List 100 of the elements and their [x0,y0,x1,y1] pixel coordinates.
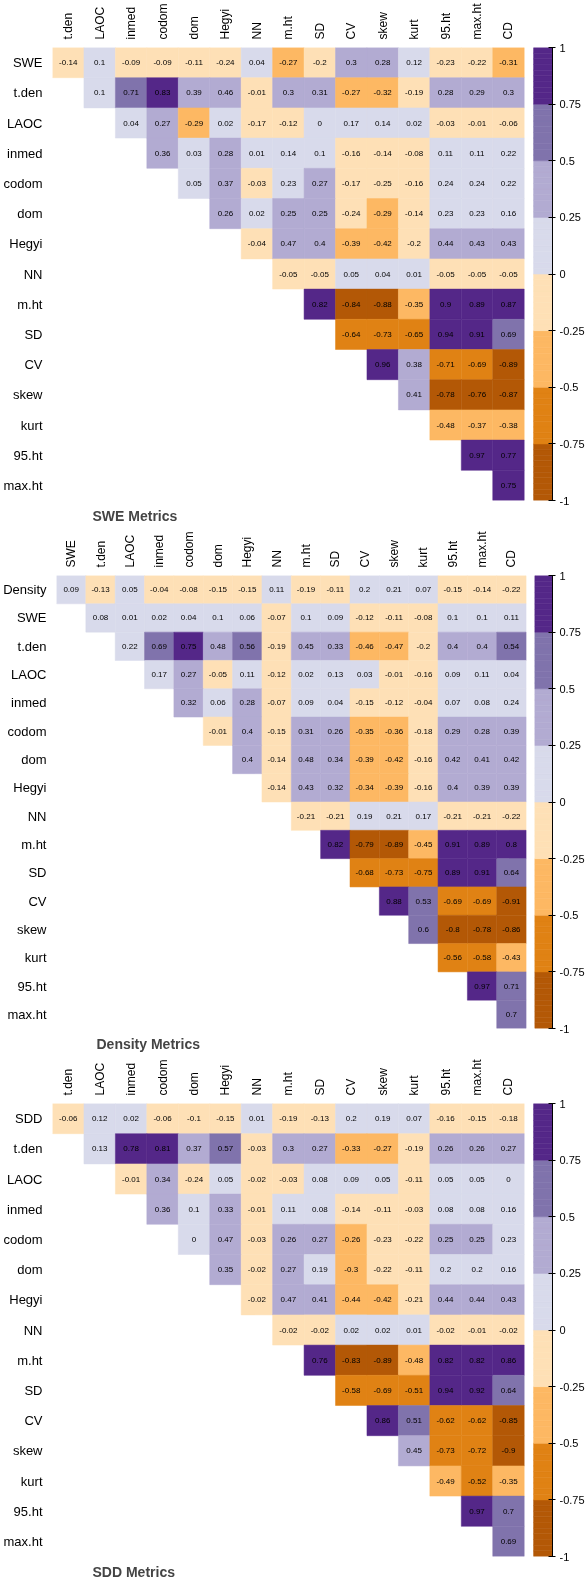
data-label: 0.33 [217,1204,234,1214]
data-label: 0.47 [217,1234,234,1244]
data-label: 0.02 [151,613,168,623]
data-label: 0.02 [217,118,234,128]
data-label: 0.02 [374,1325,392,1335]
data-label: -0.01 [247,1204,267,1214]
data-label: -0.83 [342,1355,361,1365]
data-label: -0.15 [267,726,287,736]
data-label: -0.35 [355,726,375,736]
data-label: 0.69 [500,1536,517,1546]
data-label: 0.03 [186,148,203,158]
data-label: -0.14 [59,58,78,68]
color-bar-label: -0.5 [559,1437,579,1450]
y-tick-label: inmed [7,1201,43,1217]
data-label: 0.28 [217,148,234,158]
data-label: 0.02 [343,1325,360,1335]
x-tick-label: dom [187,1072,202,1096]
y-tick-label: codom [7,723,47,739]
data-label: -0.12 [355,613,375,623]
data-label: -0.46 [355,641,375,651]
data-label: 0.7 [502,1506,515,1516]
x-tick-label: t.den [61,12,76,40]
x-tick-label: dom [187,16,202,40]
y-tick-label: 95.ht [13,1503,43,1519]
data-label: -0.42 [384,755,404,765]
x-tick-label: m.ht [281,15,296,40]
data-label: -0.89 [499,360,519,370]
x-tick-label: SD [312,1078,327,1096]
x-tick-label: Hegyi [240,536,255,568]
data-label: 0.4 [447,641,459,651]
data-label: 0.83 [154,88,171,98]
x-tick-label: skew [375,1067,390,1096]
y-tick-label: kurt [20,1473,43,1489]
data-label: -0.01 [384,670,404,680]
data-label: 0.4 [314,239,326,249]
data-label: 0.78 [123,1144,140,1154]
data-label: -0.78 [436,390,456,400]
data-label: 0.05 [217,1174,234,1184]
text: SWE Metrics [92,507,178,524]
data-label: 0.05 [374,1174,392,1184]
data-label: 0.17 [343,118,360,128]
data-label: -0.27 [342,88,361,98]
data-label: -0.01 [467,118,487,128]
data-label: 0.51 [406,1416,423,1426]
data-label: -0.68 [355,868,375,878]
color-bar-label: 0 [559,1324,566,1336]
x-tick-label: codom [155,3,170,40]
data-label: 0.71 [123,88,140,98]
data-label: -0.21 [443,811,463,821]
data-label: -0.69 [472,896,492,906]
y-tick-label: SD [24,326,43,342]
data-label: 0.04 [123,118,140,128]
data-label: -0.45 [414,839,434,849]
data-label: -0.12 [279,118,299,128]
data-label: 0.56 [239,641,256,651]
x-tick-label: CD [501,21,516,40]
data-label: -0.08 [414,613,434,623]
data-label: 0.25 [437,1234,454,1244]
data-label: 0.9 [440,299,452,309]
data-label: -0.16 [342,148,361,158]
data-label: 0 [191,1234,197,1244]
y-tick-label: 95.ht [13,447,43,463]
data-label: 0.26 [469,1144,486,1154]
y-tick-label: NN [23,266,43,282]
data-label: 0.53 [415,896,432,906]
data-label: -0.89 [384,839,404,849]
data-label: 0.01 [122,613,139,623]
data-label: -0.23 [436,58,456,68]
x-tick-label: 95.ht [438,12,453,40]
data-label: 0.97 [469,1506,486,1516]
data-label: 0.87 [500,299,517,309]
y-tick-label: dom [21,752,47,768]
data-label: 0.76 [312,1355,329,1365]
data-label: -0.02 [310,1325,330,1335]
data-label: -0.17 [342,178,361,188]
data-label: 0.92 [469,1385,486,1395]
data-label: 0.1 [188,1204,201,1214]
data-label: -0.16 [414,783,434,793]
data-label: -0.26 [342,1234,361,1244]
data-label: -0.07 [267,613,287,623]
y-tick-label: SD [24,1382,43,1398]
data-label: -0.05 [279,269,299,279]
data-label: -0.02 [279,1325,299,1335]
data-label: 0.12 [91,1114,109,1124]
color-bar-label: 0.75 [559,98,581,111]
data-label: 0.82 [437,1355,454,1365]
data-label: 0.36 [154,1204,171,1214]
data-label: 0.42 [503,755,520,765]
y-tick-label: SDD [15,1111,43,1127]
data-label: 0.08 [92,613,109,623]
data-label: -0.44 [342,1295,361,1305]
data-label: 0.47 [280,239,297,249]
data-label: 0.34 [327,755,344,765]
x-tick-label: Hegyi [218,1064,233,1096]
data-label: -0.48 [405,1355,424,1365]
data-label: 0.11 [469,148,486,158]
data-label: -0.15 [467,1114,487,1124]
data-label: 0.88 [386,896,403,906]
data-label: -0.08 [179,585,199,595]
data-label: 0.21 [386,585,403,595]
